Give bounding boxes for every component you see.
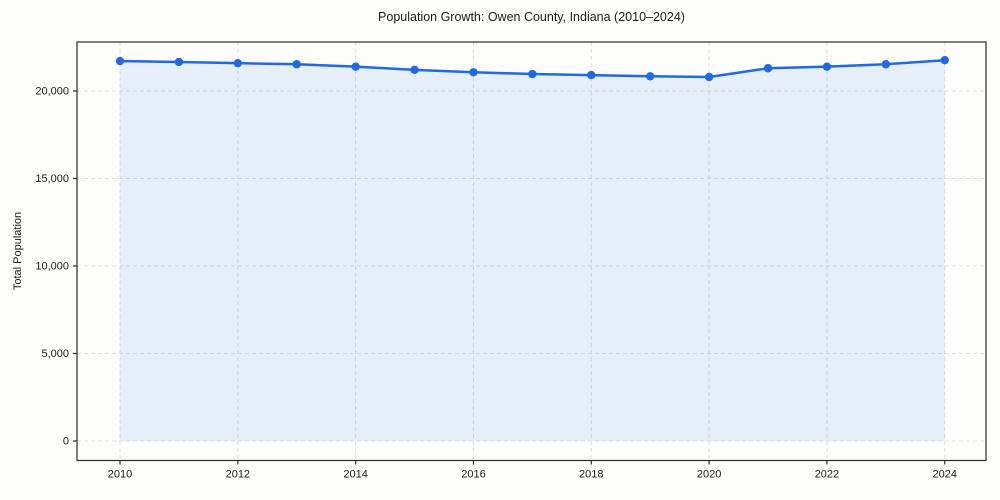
y-tick-label: 20,000 (35, 85, 69, 97)
data-point (704, 72, 714, 82)
data-point (646, 72, 655, 81)
x-tick-label: 2014 (343, 469, 367, 481)
data-point (469, 68, 478, 77)
data-point (940, 55, 949, 65)
x-tick-label: 2016 (461, 469, 485, 481)
data-point (410, 65, 419, 75)
x-tick-label: 2022 (815, 469, 839, 481)
x-tick-label: 2010 (108, 469, 132, 481)
y-axis-label: Total Population (12, 211, 24, 291)
data-point (587, 70, 596, 80)
data-point (115, 56, 125, 66)
y-tick-label: 10,000 (35, 260, 69, 272)
x-tick-label: 2024 (933, 469, 957, 481)
data-point (763, 64, 773, 73)
data-point (351, 62, 360, 71)
y-tick-label: 15,000 (35, 173, 69, 185)
x-tick-label: 2012 (226, 469, 250, 481)
plot-border (76, 41, 987, 462)
chart-title: Population Growth: Owen County, Indiana … (378, 10, 685, 24)
data-point (292, 60, 301, 69)
area-fill (120, 60, 945, 441)
data-point (174, 57, 184, 67)
x-tick-label: 2018 (579, 469, 603, 481)
y-tick-label: 5,000 (41, 348, 69, 360)
data-point (233, 58, 243, 68)
data-point (528, 69, 537, 79)
data-point (881, 60, 891, 69)
data-point (822, 62, 832, 71)
x-tick-label: 2020 (697, 469, 721, 481)
y-tick-label: 0 (63, 435, 69, 447)
